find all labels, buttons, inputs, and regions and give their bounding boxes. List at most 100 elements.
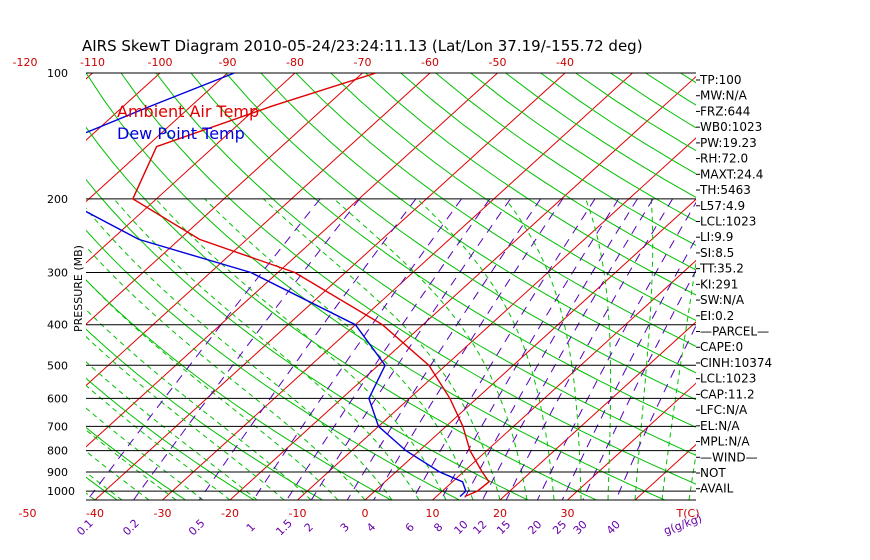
legend-entry: Dew Point Temp [117,124,245,143]
index-label: SI:8.5 [700,246,734,260]
dry-adiabat-line [225,73,696,401]
dry-adiabat-line [86,126,597,500]
mixing-ratio-line [87,198,321,500]
dry-adiabat-line [155,73,696,456]
dew-point-temp-line [86,73,467,498]
isotherm-line [0,73,25,500]
mixing-ratio-line [310,198,511,500]
mixing-ratio-line [346,198,542,500]
moist-adiabat-line [634,198,654,500]
mixing-ratio-line [252,198,462,500]
mixing-ratio-line [582,269,696,500]
pressure-tick-label: 700 [47,420,68,433]
mixing-ratio-tick-label: 12 [470,518,489,537]
mixing-ratio-line [133,198,360,500]
top-temp-tick-label: -80 [286,56,304,69]
index-label: —PARCEL— [700,325,769,339]
index-label: LCL:1023 [700,214,756,228]
dry-adiabat-line [400,73,696,271]
index-label: PW:19.23 [700,136,757,150]
top-temp-tick-label: -40 [556,56,574,69]
ambient-air-temp-line [131,73,490,498]
pressure-tick-label: 900 [47,466,68,479]
isotherm-line [86,73,296,264]
mixing-ratio-tick-label: 8 [431,520,445,534]
bottom-temp-tick-label: 10 [426,507,440,520]
pressure-tick-label: 100 [47,67,68,80]
moist-adiabat-line [86,207,393,500]
dry-adiabat-line [86,178,529,500]
isotherm-line [229,75,696,500]
mixing-ratio-tick-label: 10 [452,518,471,537]
pressure-tick-label: 200 [47,193,68,206]
index-label: LCL:1023 [700,372,756,386]
moist-adiabat-line [585,198,612,500]
index-label: NOT [700,466,726,480]
mixing-ratio-line [615,324,696,500]
dry-adiabat-line [86,426,186,500]
isotherm-line [499,321,696,500]
dry-adiabat-line [330,73,696,321]
legend: Ambient Air Temp Dew Point Temp [117,102,259,143]
mixing-ratio-line [411,198,596,500]
bottom-temp-tick-label: -50 [19,507,37,520]
top-temp-tick-label: -70 [354,56,372,69]
mixing-ratio-tick-label: 30 [571,518,590,537]
mixing-ratio-line [536,201,696,500]
mixing-ratio-tick-label: 15 [494,518,513,537]
chart-title: AIRS SkewT Diagram 2010-05-24/23:24:11.1… [82,37,643,55]
isotherm-line [86,73,363,325]
dry-adiabat-line [785,73,870,500]
isotherm-line [567,382,696,500]
y-axis-label: PRESSURE (MB) [72,245,85,332]
mixing-ratio-line [482,198,654,500]
bottom-temp-tick-label: -30 [154,507,172,520]
moist-adiabat-line [86,429,177,500]
top-temp-tick-label: -120 [13,56,38,69]
dry-adiabat-line [295,73,696,347]
dry-adiabat-line [0,73,49,500]
top-temp-tick-label: -110 [80,56,105,69]
bottom-temp-tick-label: 0 [362,507,369,520]
moist-adiabat-line [86,384,231,500]
bottom-temp-tick-label: -10 [289,507,307,520]
index-label: —WIND— [700,450,758,464]
index-label: EI:0.2 [700,309,734,323]
dry-adiabat-line [260,73,696,374]
moist-adiabat-line [86,279,339,500]
bottom-temp-tick-label: 20 [493,507,507,520]
mixing-ratio-line [463,198,638,500]
index-label: CINH:10374 [700,356,772,370]
isotherm-line [162,73,633,500]
mixing-ratio-tick-label: 0.5 [186,517,208,539]
dry-adiabat-line [750,73,870,500]
isotherm-line [86,73,431,387]
isotherm-line [94,73,566,500]
mixing-ratio-tick-label: 4 [364,520,378,534]
moist-adiabat-line [86,407,204,500]
moist-adiabat-line [204,198,474,500]
index-label: MW:N/A [700,89,748,103]
mixing-ratio-line [561,237,696,500]
top-temp-tick-label: -90 [219,56,237,69]
isotherm-line [86,73,228,203]
index-label: CAPE:0 [700,340,743,354]
index-label: KI:291 [700,277,738,291]
moist-adiabat-line [86,308,312,500]
index-label: TH:5463 [699,183,751,197]
moist-adiabat-line [86,245,366,500]
index-label: MAXT:24.4 [700,167,763,181]
pressure-tick-label: 500 [47,359,68,372]
dry-adiabat-line [86,328,323,500]
mixing-ratio-line [505,198,674,500]
index-label: WB0:1023 [700,120,762,134]
mixing-ratio-tick-label: 2 [302,520,316,534]
dry-adiabat-line [190,73,696,428]
pressure-tick-label: 1000 [47,485,75,498]
pressure-tick-label: 800 [47,445,68,458]
dry-adiabat-line [86,73,665,500]
index-label: TT:35.2 [699,262,744,276]
sounding-profiles [86,73,490,498]
